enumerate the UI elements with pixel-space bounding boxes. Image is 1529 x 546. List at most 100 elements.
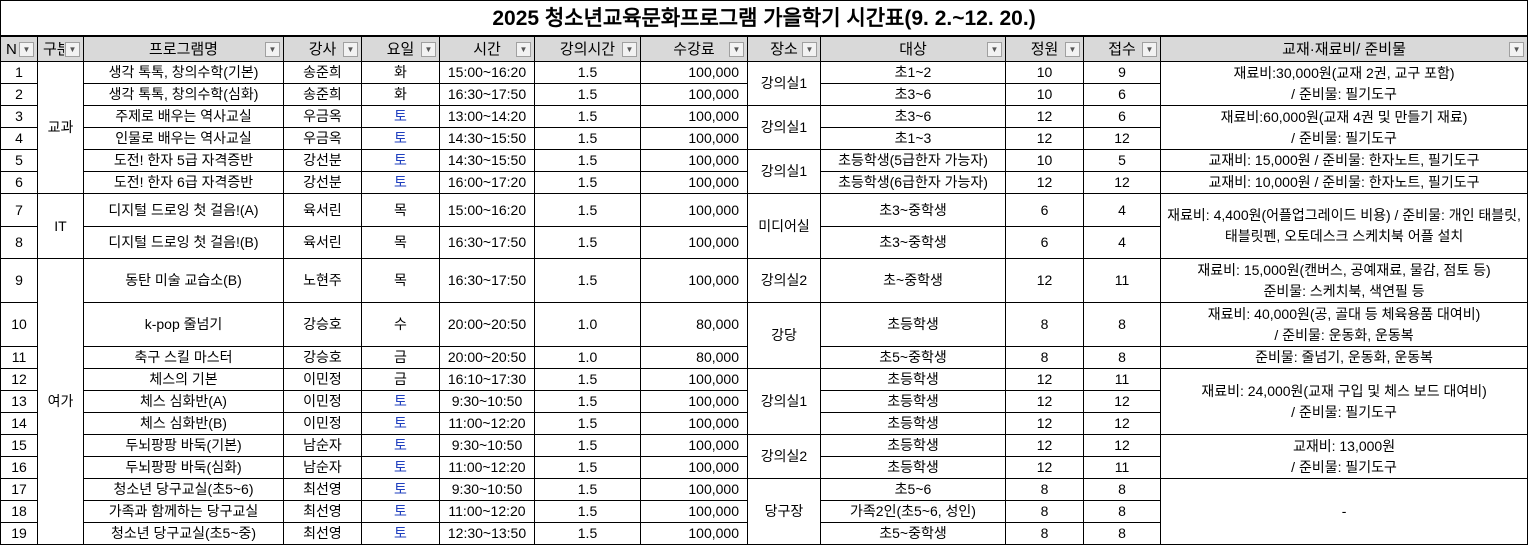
cell-hours[interactable]: 1.5 <box>534 522 641 545</box>
cell-materials[interactable]: 재료비: 40,000원(공, 골대 등 체육용품 대여비) / 준비물: 운동… <box>1159 302 1529 347</box>
cell-program[interactable]: 동탄 미술 교습소(B) <box>83 258 284 303</box>
cell-time[interactable]: 16:30~17:50 <box>439 258 535 303</box>
cell-capacity[interactable]: 8 <box>1005 522 1084 545</box>
column-header-applied[interactable]: 접수 ▼ <box>1083 35 1161 62</box>
cell-time[interactable]: 16:30~17:50 <box>439 226 535 259</box>
cell-no[interactable]: 14 <box>0 412 38 435</box>
cell-teacher[interactable]: 강선분 <box>283 171 362 194</box>
cell-target[interactable]: 가족2인(초5~6, 성인) <box>820 500 1006 523</box>
cell-time[interactable]: 16:10~17:30 <box>439 368 535 391</box>
cell-target[interactable]: 초등학생 <box>820 302 1006 347</box>
column-header-time[interactable]: 시간 ▼ <box>439 35 535 62</box>
cell-location[interactable]: 강의실1 <box>747 105 821 150</box>
cell-day[interactable]: 금 <box>361 346 440 369</box>
cell-hours[interactable]: 1.0 <box>534 302 641 347</box>
cell-target[interactable]: 초5~중학생 <box>820 346 1006 369</box>
cell-time[interactable]: 11:00~12:20 <box>439 500 535 523</box>
cell-fee[interactable]: 100,000 <box>640 500 748 523</box>
cell-day[interactable]: 수 <box>361 302 440 347</box>
cell-target[interactable]: 초3~중학생 <box>820 193 1006 227</box>
cell-materials[interactable]: - <box>1159 478 1529 545</box>
cell-hours[interactable]: 1.5 <box>534 149 641 172</box>
cell-capacity[interactable]: 12 <box>1005 127 1084 150</box>
cell-target[interactable]: 초등학생 <box>820 390 1006 413</box>
cell-no[interactable]: 13 <box>0 390 38 413</box>
cell-capacity[interactable]: 10 <box>1005 149 1084 172</box>
dropdown-filter-icon[interactable]: ▼ <box>421 42 436 57</box>
cell-day[interactable]: 목 <box>361 258 440 303</box>
cell-time[interactable]: 11:00~12:20 <box>439 412 535 435</box>
cell-teacher[interactable]: 강선분 <box>283 149 362 172</box>
cell-time[interactable]: 12:30~13:50 <box>439 522 535 545</box>
cell-no[interactable]: 5 <box>0 149 38 172</box>
cell-target[interactable]: 초등학생(6급한자 가능자) <box>820 171 1006 194</box>
cell-fee[interactable]: 100,000 <box>640 193 748 227</box>
cell-capacity[interactable]: 6 <box>1005 193 1084 227</box>
dropdown-filter-icon[interactable]: ▼ <box>1142 42 1157 57</box>
cell-day[interactable]: 토 <box>361 522 440 545</box>
dropdown-filter-icon[interactable]: ▼ <box>987 42 1002 57</box>
cell-applied[interactable]: 8 <box>1083 478 1161 501</box>
cell-no[interactable]: 2 <box>0 83 38 106</box>
cell-day[interactable]: 목 <box>361 193 440 227</box>
cell-no[interactable]: 16 <box>0 456 38 479</box>
cell-time[interactable]: 15:00~16:20 <box>439 193 535 227</box>
cell-day[interactable]: 토 <box>361 171 440 194</box>
cell-no[interactable]: 19 <box>0 522 38 545</box>
cell-hours[interactable]: 1.5 <box>534 456 641 479</box>
cell-hours[interactable]: 1.5 <box>534 500 641 523</box>
cell-program[interactable]: 생각 톡톡, 창의수학(기본) <box>83 61 284 84</box>
cell-target[interactable]: 초3~중학생 <box>820 226 1006 259</box>
cell-fee[interactable]: 80,000 <box>640 302 748 347</box>
cell-hours[interactable]: 1.5 <box>534 368 641 391</box>
column-header-program[interactable]: 프로그램명 ▼ <box>83 35 284 62</box>
cell-fee[interactable]: 100,000 <box>640 478 748 501</box>
cell-teacher[interactable]: 최선영 <box>283 478 362 501</box>
cell-materials[interactable]: 교재비: 13,000원 / 준비물: 필기도구 <box>1159 434 1529 479</box>
cell-target[interactable]: 초3~6 <box>820 83 1006 106</box>
cell-program[interactable]: 청소년 당구교실(초5~6) <box>83 478 284 501</box>
cell-materials[interactable]: 재료비: 4,400원(어플업그레이드 비용) / 준비물: 개인 태블릿, 태… <box>1159 193 1529 259</box>
cell-applied[interactable]: 12 <box>1083 171 1161 194</box>
cell-capacity[interactable]: 8 <box>1005 346 1084 369</box>
cell-teacher[interactable]: 송준희 <box>283 83 362 106</box>
cell-no[interactable]: 4 <box>0 127 38 150</box>
cell-applied[interactable]: 6 <box>1083 105 1161 128</box>
column-header-target[interactable]: 대상 ▼ <box>820 35 1006 62</box>
column-header-day[interactable]: 요일 ▼ <box>361 35 440 62</box>
cell-capacity[interactable]: 12 <box>1005 434 1084 457</box>
cell-fee[interactable]: 100,000 <box>640 368 748 391</box>
cell-target[interactable]: 초등학생 <box>820 434 1006 457</box>
cell-day[interactable]: 토 <box>361 149 440 172</box>
column-header-teacher[interactable]: 강사 ▼ <box>283 35 362 62</box>
cell-target[interactable]: 초5~중학생 <box>820 522 1006 545</box>
cell-program[interactable]: 체스 심화반(A) <box>83 390 284 413</box>
cell-program[interactable]: k-pop 줄넘기 <box>83 302 284 347</box>
column-header-location[interactable]: 장소 ▼ <box>747 35 821 62</box>
cell-no[interactable]: 3 <box>0 105 38 128</box>
cell-hours[interactable]: 1.5 <box>534 83 641 106</box>
cell-fee[interactable]: 100,000 <box>640 61 748 84</box>
cell-applied[interactable]: 11 <box>1083 368 1161 391</box>
cell-teacher[interactable]: 강승호 <box>283 346 362 369</box>
cell-program[interactable]: 두뇌팡팡 바둑(심화) <box>83 456 284 479</box>
cell-category[interactable]: 여가 <box>37 258 84 545</box>
cell-no[interactable]: 6 <box>0 171 38 194</box>
cell-no[interactable]: 9 <box>0 258 38 303</box>
cell-materials[interactable]: 준비물: 줄넘기, 운동화, 운동복 <box>1159 346 1529 369</box>
dropdown-filter-icon[interactable]: ▼ <box>1065 42 1080 57</box>
cell-target[interactable]: 초5~6 <box>820 478 1006 501</box>
column-header-materials[interactable]: 교재·재료비/ 준비물 ▼ <box>1159 35 1529 62</box>
cell-time[interactable]: 9:30~10:50 <box>439 478 535 501</box>
cell-time[interactable]: 9:30~10:50 <box>439 390 535 413</box>
cell-location[interactable]: 강의실1 <box>747 368 821 435</box>
cell-teacher[interactable]: 이민정 <box>283 412 362 435</box>
cell-capacity[interactable]: 8 <box>1005 478 1084 501</box>
cell-program[interactable]: 주제로 배우는 역사교실 <box>83 105 284 128</box>
cell-fee[interactable]: 100,000 <box>640 390 748 413</box>
cell-applied[interactable]: 11 <box>1083 258 1161 303</box>
cell-location[interactable]: 강당 <box>747 302 821 369</box>
column-header-fee[interactable]: 수강료 ▼ <box>640 35 748 62</box>
cell-fee[interactable]: 100,000 <box>640 456 748 479</box>
cell-no[interactable]: 8 <box>0 226 38 259</box>
